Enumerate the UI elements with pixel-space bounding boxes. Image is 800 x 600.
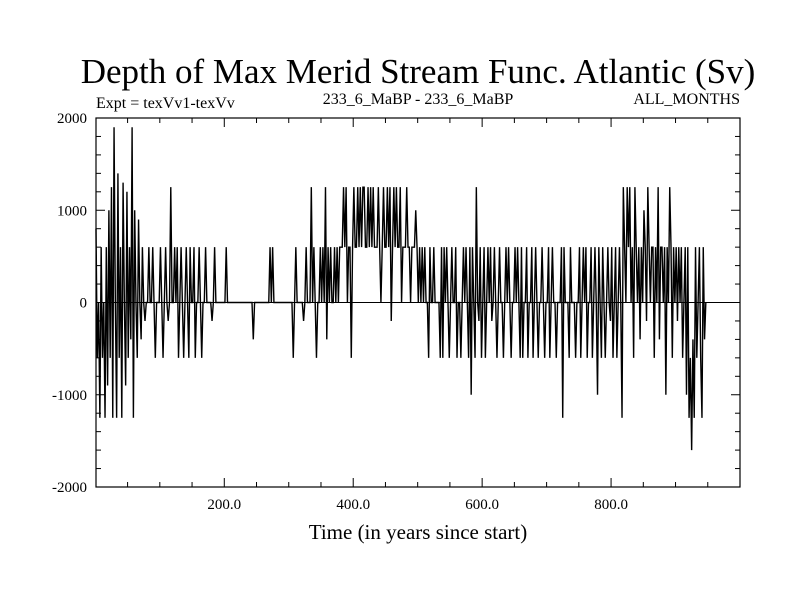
y-tick-label: 2000 bbox=[57, 111, 87, 127]
x-tick-label: 400.0 bbox=[336, 497, 370, 513]
chart-subtitle-experiment: Expt = texVv1-texVv bbox=[96, 95, 235, 112]
chart-subtitle-months: ALL_MONTHS bbox=[633, 91, 740, 108]
x-tick-labels: 200.0 400.0 600.0 800.0 bbox=[207, 497, 628, 513]
x-axis-label: Time (in years since start) bbox=[309, 520, 528, 544]
chart-subtitle-period: 233_6_MaBP - 233_6_MaBP bbox=[323, 91, 514, 108]
y-tick-label: -1000 bbox=[52, 388, 87, 404]
y-tick-label: -2000 bbox=[52, 480, 87, 496]
chart-title: Depth of Max Merid Stream Func. Atlantic… bbox=[81, 52, 756, 91]
series-line bbox=[95, 127, 707, 451]
x-tick-label: 800.0 bbox=[594, 497, 628, 513]
plot-frame bbox=[95, 117, 741, 488]
x-tick-label: 200.0 bbox=[207, 497, 241, 513]
y-tick-label: 0 bbox=[80, 296, 88, 312]
y-tick-labels: -2000 -1000 0 1000 2000 bbox=[52, 111, 87, 496]
x-tick-label: 600.0 bbox=[465, 497, 499, 513]
y-tick-label: 1000 bbox=[57, 203, 87, 219]
